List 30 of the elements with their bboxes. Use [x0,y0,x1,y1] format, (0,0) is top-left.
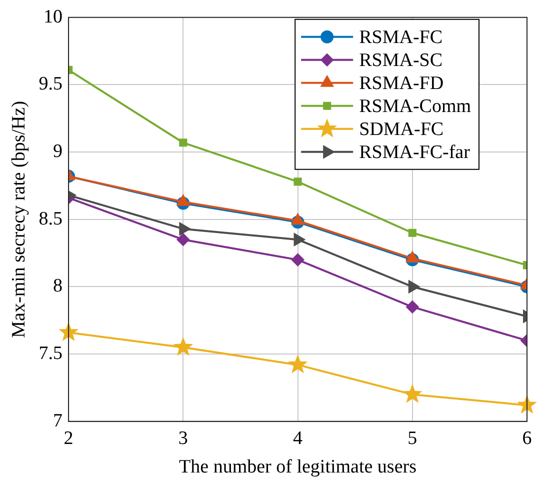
legend-label: SDMA-FC [359,118,444,140]
legend-label: RSMA-SC [359,50,443,71]
point [174,338,192,356]
y-axis-title: Max-min secrecy rate (bps/Hz) [8,100,30,338]
point [406,300,419,314]
x-tick-label: 6 [522,428,532,449]
y-tick-label: 7 [53,410,63,432]
y-tick-label: 9 [53,141,63,162]
legend-label: RSMA-FC-far [359,142,471,163]
point [179,222,191,236]
y-tick-label: 9.5 [38,74,63,95]
point [403,384,422,402]
x-axis-title: The number of legitimate users [179,456,416,478]
point [291,253,304,266]
x-tick-label: 4 [293,428,304,449]
y-tick-label: 7.5 [38,343,63,364]
point [408,228,416,237]
legend-label: RSMA-Comm [359,96,472,117]
y-tick-label: 8.5 [38,208,63,230]
y-tick-label: 10 [44,6,63,28]
point [176,233,190,246]
x-tick-label: 3 [178,428,188,449]
x-tick-label: 5 [408,428,418,449]
legend-label: RSMA-FD [359,72,444,94]
point [179,138,188,147]
point [288,355,307,373]
point [294,178,302,186]
legend-label: RSMA-FC [359,26,443,48]
y-tick-label: 8 [53,276,63,297]
x-tick-label: 2 [64,428,74,449]
